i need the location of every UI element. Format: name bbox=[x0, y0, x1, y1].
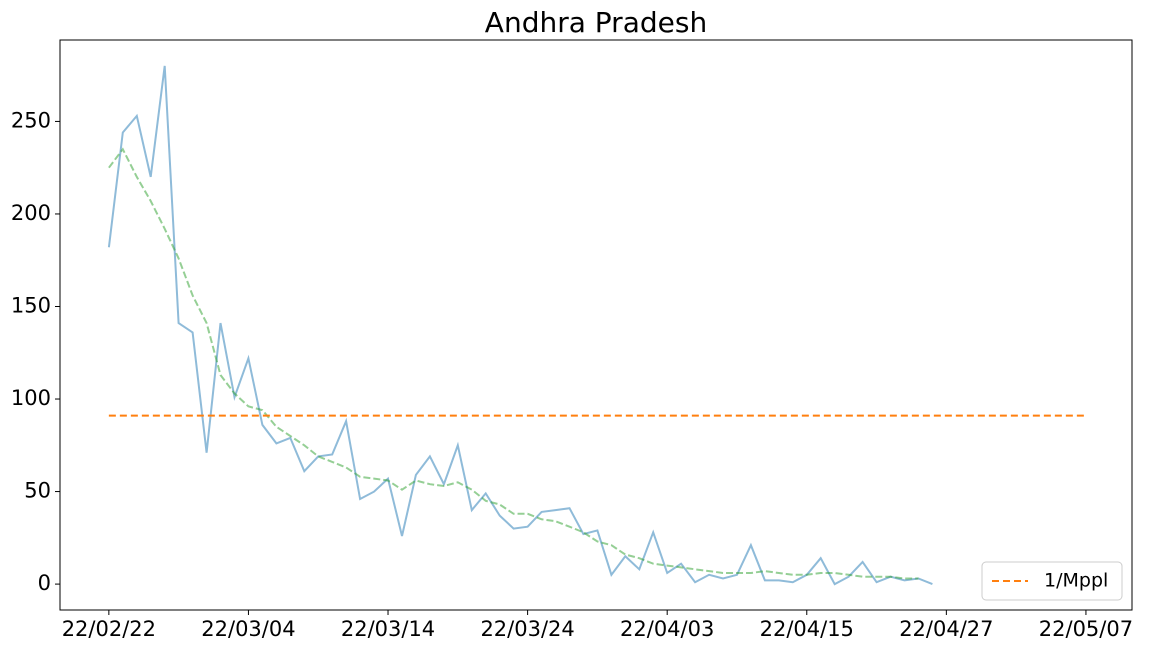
legend-label: 1/Mppl bbox=[1044, 570, 1108, 592]
x-tick-label: 22/03/04 bbox=[201, 617, 295, 641]
series-line bbox=[107, 65, 933, 586]
x-tick-label: 22/04/15 bbox=[760, 617, 854, 641]
x-tick-label: 22/05/07 bbox=[1039, 617, 1133, 641]
series-line bbox=[108, 147, 919, 580]
y-tick-label: 200 bbox=[11, 201, 51, 225]
x-tick-label: 22/03/24 bbox=[480, 617, 574, 641]
plot-frame bbox=[59, 39, 1133, 611]
x-tick-label: 22/04/27 bbox=[899, 617, 993, 641]
x-tick-label: 22/02/22 bbox=[62, 617, 156, 641]
y-tick-label: 50 bbox=[24, 479, 51, 503]
x-tick-label: 22/03/14 bbox=[341, 617, 435, 641]
legend-box bbox=[981, 561, 1123, 601]
y-tick-label: 250 bbox=[11, 108, 51, 132]
chart-title: Andhra Pradesh bbox=[485, 6, 707, 39]
x-tick-label: 22/04/03 bbox=[620, 617, 714, 641]
y-tick-label: 0 bbox=[38, 571, 51, 595]
y-tick-label: 150 bbox=[11, 293, 51, 317]
y-tick-label: 100 bbox=[11, 386, 51, 410]
